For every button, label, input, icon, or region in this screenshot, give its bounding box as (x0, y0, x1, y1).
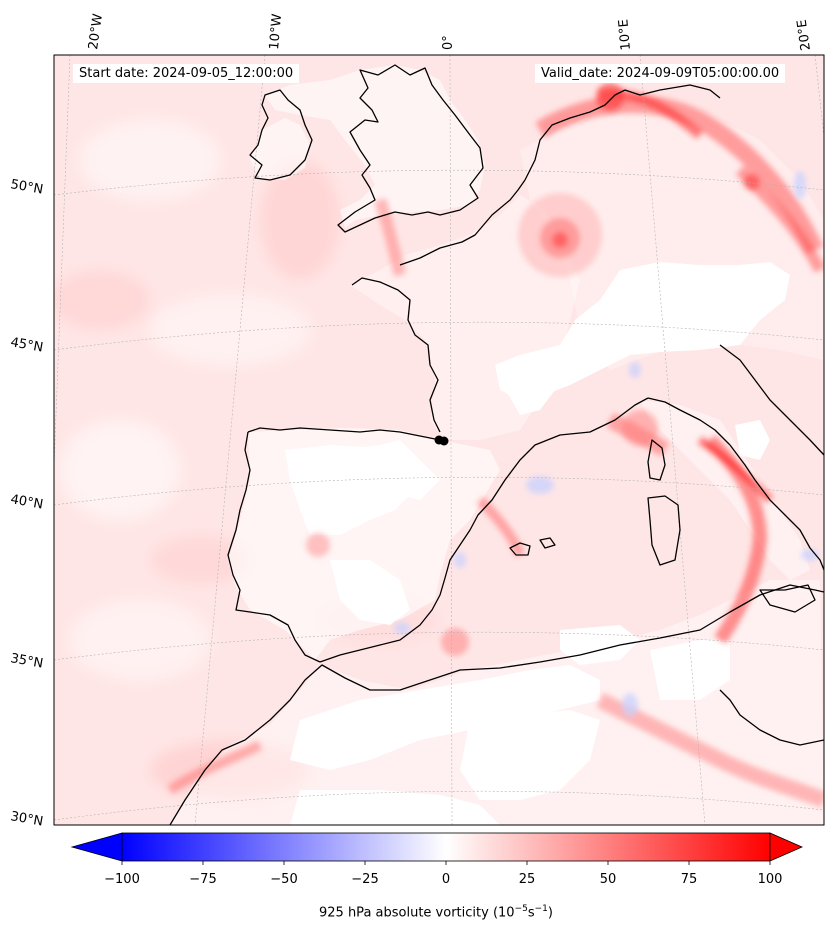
adriatic-coast (719, 344, 824, 456)
sicily-coast (759, 584, 816, 613)
france-coast (351, 277, 441, 433)
britain-land (265, 65, 485, 228)
map-border (53, 54, 825, 826)
colorbar-tick-label: 25 (519, 872, 536, 887)
colorbar-body (121, 832, 771, 862)
algeria-band (596, 692, 824, 808)
africa-mask-4 (290, 790, 500, 825)
italy-land (640, 400, 810, 580)
colorbar-title-exp2: −1 (534, 904, 548, 914)
africa-mask-3 (650, 640, 730, 700)
corsica-coast (647, 439, 666, 481)
colorbar-tick-label: −25 (351, 872, 378, 887)
colorbar-extend-min (70, 832, 123, 862)
italy-coast (729, 444, 824, 571)
tyrrhenian-front (697, 436, 773, 503)
colorbar-tick-label: −50 (270, 872, 297, 887)
colorbar-extend-max (769, 832, 803, 862)
iberia-mask-2 (330, 560, 410, 625)
colorbar-tick-label: 0 (442, 872, 450, 887)
colorbar-tick-label: −75 (189, 872, 216, 887)
iberia-west-coast (227, 431, 321, 663)
gulf-lion-coast (647, 397, 731, 446)
longitude-labels: 20°W 10°W 0° 10°E 20°E (86, 13, 814, 52)
morocco-band (167, 740, 263, 795)
colorbar-title: 925 hPa absolute vorticity (10−5s−1) (0, 904, 832, 920)
iberia-south-east-coast (319, 397, 649, 663)
valid-date-label: Valid_date: 2024-09-09T05:00:00.00 (535, 64, 786, 83)
graticule (54, 55, 824, 825)
sardinia-coast (647, 495, 681, 566)
storm-track-marker (434, 435, 449, 446)
colorbar-title-prefix: 925 hPa absolute vorticity (10 (319, 905, 515, 921)
colorbar-title-suffix: ) (547, 905, 553, 921)
channel-coast (399, 179, 526, 266)
africa-coast (169, 584, 824, 825)
corsica-mask (735, 420, 770, 460)
masked-regions (285, 262, 790, 825)
africa-mask-1 (290, 665, 600, 770)
ireland-coast (249, 89, 313, 181)
pyrenees-mask (500, 360, 555, 415)
latitude-labels: 50°N 45°N 40°N 35°N 30°N (9, 177, 44, 829)
negative-vorticity-features (394, 171, 819, 717)
north-sea-jet (535, 94, 824, 254)
colorbar: −100 −75 −50 −25 0 25 50 75 100 (70, 832, 803, 887)
colorbar-tick-label: 100 (758, 872, 783, 887)
colorbar-title-mid: s (527, 905, 535, 921)
start-date-label: Start date: 2024-09-05_12:00:00 (73, 64, 300, 83)
lat-label-30n: 30°N (9, 809, 44, 829)
coastlines (169, 64, 824, 825)
lat-label-45n: 45°N (9, 335, 44, 355)
lon-label-20w: 20°W (86, 13, 106, 51)
cyclone-vortex (518, 193, 602, 277)
colorbar-tick-label: −100 (104, 872, 140, 887)
colorbar-title-exp1: −5 (514, 904, 528, 914)
iberia-mask-3 (345, 440, 440, 500)
lon-label-0: 0° (441, 35, 456, 50)
ireland-land (250, 118, 310, 180)
vorticity-texture (54, 120, 440, 800)
iberia-north-coast (247, 427, 441, 441)
lat-label-35n: 35°N (9, 651, 44, 671)
alps-mask (495, 262, 790, 400)
balearic-coast (509, 537, 556, 556)
britain-coast (337, 64, 484, 233)
tunisia-coast (719, 689, 824, 746)
lat-label-40n: 40°N (9, 492, 44, 512)
channel-band (374, 198, 406, 277)
lowlands-coast (524, 89, 626, 181)
lat-label-50n: 50°N (9, 177, 44, 197)
colorbar-tick-label: 50 (600, 872, 617, 887)
lon-label-10e: 10°E (616, 19, 634, 51)
baltic-coast (624, 84, 721, 99)
secondary-maxima (306, 83, 760, 656)
lon-label-10w: 10°W (267, 13, 285, 50)
lon-label-20e: 20°E (795, 18, 814, 51)
colorbar-ticks: −100 −75 −50 −25 0 25 50 75 100 (104, 861, 782, 887)
africa-mask-2 (460, 710, 600, 800)
ebro-band (476, 496, 525, 557)
map-area (54, 55, 824, 825)
colorbar-tick-label: 75 (681, 872, 698, 887)
